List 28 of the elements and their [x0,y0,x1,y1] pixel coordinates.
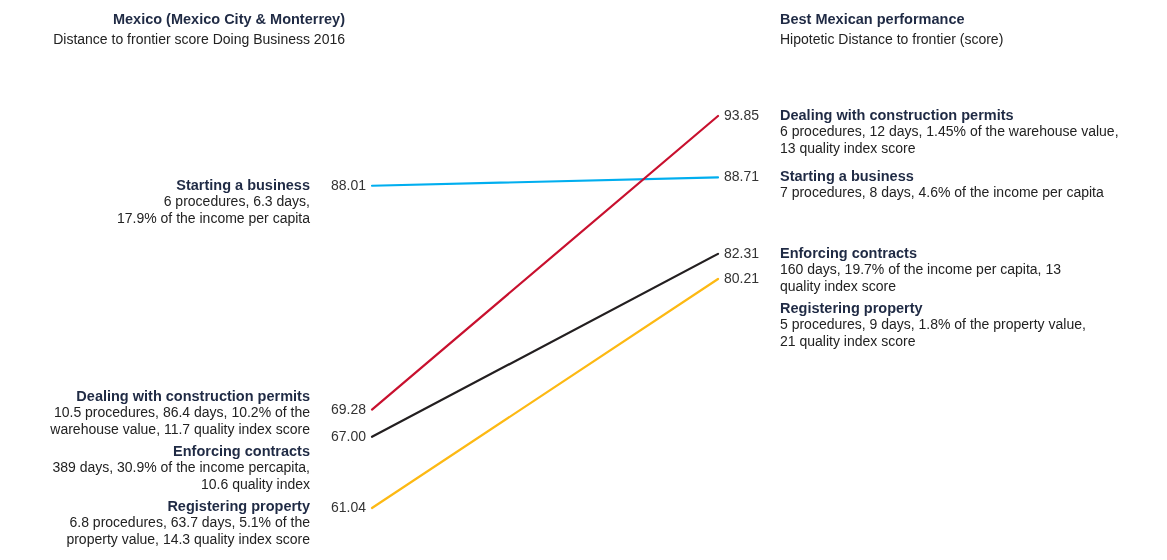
data-label: 61.04 [330,499,367,515]
annotation: 389 days, 30.9% of the income percapita, 10.6 quality index [52,459,310,492]
annotation: 5 procedures, 9 days, 1.8% of the property value, 21 quality index score [780,315,1086,349]
text: Enforcing contracts [173,443,310,459]
data-label: 82.31 [724,244,760,261]
text: Enforcing contracts [780,244,917,261]
annotation: 6 procedures, 12 days, 1.45% of the warehouse value, 13 quality index score [780,123,1119,156]
text: Starting a business [176,176,310,193]
text: Starting a business [780,168,914,185]
text: Dealing with construction permits [76,388,310,404]
data-label: 69.28 [330,400,367,417]
text: Mexico (Mexico City & Monterrey) [112,11,346,27]
text: Registering property [167,498,310,514]
text: Hipotetic Distance to frontier (score) [780,31,1004,47]
text: 6.8 procedures, 63.7 days, 5.1% of the property value, 14.3 quality index score [66,514,311,547]
data-label: 80.21 [724,269,760,286]
data-label: 88.01 [330,176,367,193]
annotation: 6 procedures, 6.3 days, 17.9% of the income per capita [116,192,311,226]
text: Distance to frontier score Doing Business 2016 [53,31,346,47]
annotation: 160 days, 19.7% of the income per capita, 13 quality index score [780,260,1062,294]
text: Dealing with construction permits [780,107,1014,123]
data-label: 93.85 [724,107,760,123]
text: Registering property [780,299,923,316]
annotation: 10.5 procedures, 86.4 days, 10.2% of the warehouse value, 11.7 quality index score [49,404,311,437]
annotation: 7 procedures, 8 days, 4.6% of the income per capita [780,184,1104,201]
data-label: 67.00 [330,427,367,444]
data-label: 88.71 [724,168,760,185]
text: Best Mexican performance [780,11,965,27]
